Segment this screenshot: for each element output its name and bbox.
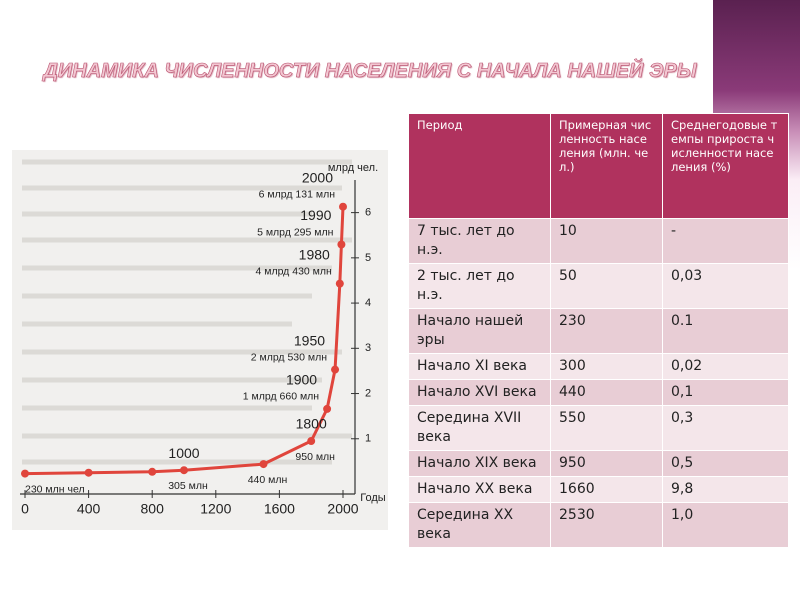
value-label: 1 млрд 660 млн [243, 391, 320, 403]
x-tick-label: 800 [141, 501, 165, 517]
table-cell: 0,3 [662, 405, 789, 451]
y-tick-label: 3 [365, 342, 371, 354]
data-point [339, 202, 347, 211]
table-cell: 2530 [550, 502, 663, 548]
table-cell: 440 [550, 379, 663, 406]
data-point [337, 240, 346, 249]
table-cell: 230 [550, 308, 663, 354]
x-tick-label: 1600 [264, 501, 295, 517]
table-cell: Середина XVII века [408, 405, 551, 451]
background-texture [22, 159, 352, 465]
table-cell: 950 [550, 450, 663, 477]
table-row: Начало XX века 1660 9,8 [408, 476, 789, 503]
data-point [307, 437, 316, 446]
y-tick-label: 5 [365, 252, 371, 264]
table-cell: Начало XIX века [408, 450, 551, 477]
value-label: 4 млрд 430 млн [255, 265, 332, 277]
header-row: Период Примерная численность населения (м… [408, 113, 789, 219]
table-row: Середина XX века 2530 1,0 [408, 502, 789, 548]
table-cell: 0.1 [662, 308, 789, 354]
table-cell: Начало XVI века [408, 379, 551, 406]
table-cell: Начало XX века [408, 476, 551, 503]
table-row: Середина XVII века 550 0,3 [408, 405, 789, 451]
year-label: 1950 [294, 332, 325, 348]
x-tick-label: 2000 [327, 501, 358, 517]
table-cell: 550 [550, 405, 663, 451]
table-row: Начало XIX века 950 0,5 [408, 450, 789, 477]
header-cell: Период [408, 113, 551, 219]
table-cell: 2 тыс. лет до н.э. [408, 263, 551, 309]
table-cell: Начало XI века [408, 353, 551, 380]
year-label: 1900 [286, 372, 317, 388]
year-label: 1000 [168, 445, 199, 461]
value-label: 950 млн [295, 451, 335, 463]
value-label: 5 млрд 295 млн [257, 226, 334, 238]
table-cell: Начало нашей эры [408, 308, 551, 354]
data-point [84, 468, 93, 477]
data-point [335, 279, 344, 288]
table-row: 2 тыс. лет до н.э. 50 0,03 [408, 263, 789, 309]
table-row: Начало XVI века 440 0,1 [408, 379, 789, 406]
x-tick-label: 0 [21, 501, 29, 517]
table-cell: 1,0 [662, 502, 789, 548]
value-label: 6 млрд 131 млн [259, 188, 336, 200]
table-row: Начало XI века 300 0,02 [408, 353, 789, 380]
y-axis-label: млрд чел. [328, 162, 378, 174]
table-cell: 0,03 [662, 263, 789, 309]
table-cell: - [662, 218, 789, 264]
value-label: 2 млрд 530 млн [251, 351, 328, 363]
value-label: 305 млн [168, 480, 208, 492]
value-label: 230 млн чел [25, 483, 85, 495]
year-label: 1990 [300, 207, 331, 223]
slide-title: ДИНАМИКА ЧИСЛЕННОСТИ НАСЕЛЕНИЯ С НАЧАЛА … [43, 60, 697, 83]
header-cell: Примерная численность населения (млн. че… [550, 113, 663, 219]
value-label: 440 млн [248, 474, 288, 486]
table-row: 7 тыс. лет до н.э. 10- [408, 218, 789, 264]
table-row: Начало нашей эры 230 0.1 [408, 308, 789, 354]
table-cell: 0,1 [662, 379, 789, 406]
y-tick-label: 1 [365, 433, 371, 445]
table-cell: 300 [550, 353, 663, 380]
data-point [180, 466, 188, 475]
table-cell: 9,8 [662, 476, 789, 503]
data-table: Период Примерная численность населения (м… [408, 113, 789, 548]
chart: 0 400 800 1200 1600 2000 1 2 3 4 5 6 млрд чел. Годы 23… [12, 150, 388, 530]
data-point [323, 404, 332, 413]
data-point [331, 365, 340, 374]
y-tick-label: 2 [365, 387, 371, 399]
table-cell: 10 [550, 218, 663, 264]
table-cell: 7 тыс. лет до н.э. [408, 218, 551, 264]
table-body: 7 тыс. лет до н.э. 10-2 тыс. лет до н.э. 5… [408, 218, 789, 548]
table-cell: 0,02 [662, 353, 789, 380]
table-cell: Середина XX века [408, 502, 551, 548]
table-cell: 0,5 [662, 450, 789, 477]
year-label: 2000 [302, 169, 333, 185]
header-cell: Среднегодовые темпы прироста численности… [662, 113, 789, 219]
data-point [259, 460, 268, 469]
x-tick-label: 400 [77, 501, 101, 517]
table-cell: 1660 [550, 476, 663, 503]
data-point [148, 467, 157, 476]
year-label: 1980 [299, 246, 330, 262]
x-axis-label: Годы [360, 492, 386, 504]
y-tick-label: 6 [365, 207, 371, 219]
year-label: 1800 [296, 416, 327, 432]
data-point [21, 469, 29, 478]
x-tick-label: 1200 [200, 501, 231, 517]
table-cell: 50 [550, 263, 663, 309]
y-tick-label: 4 [365, 297, 371, 309]
